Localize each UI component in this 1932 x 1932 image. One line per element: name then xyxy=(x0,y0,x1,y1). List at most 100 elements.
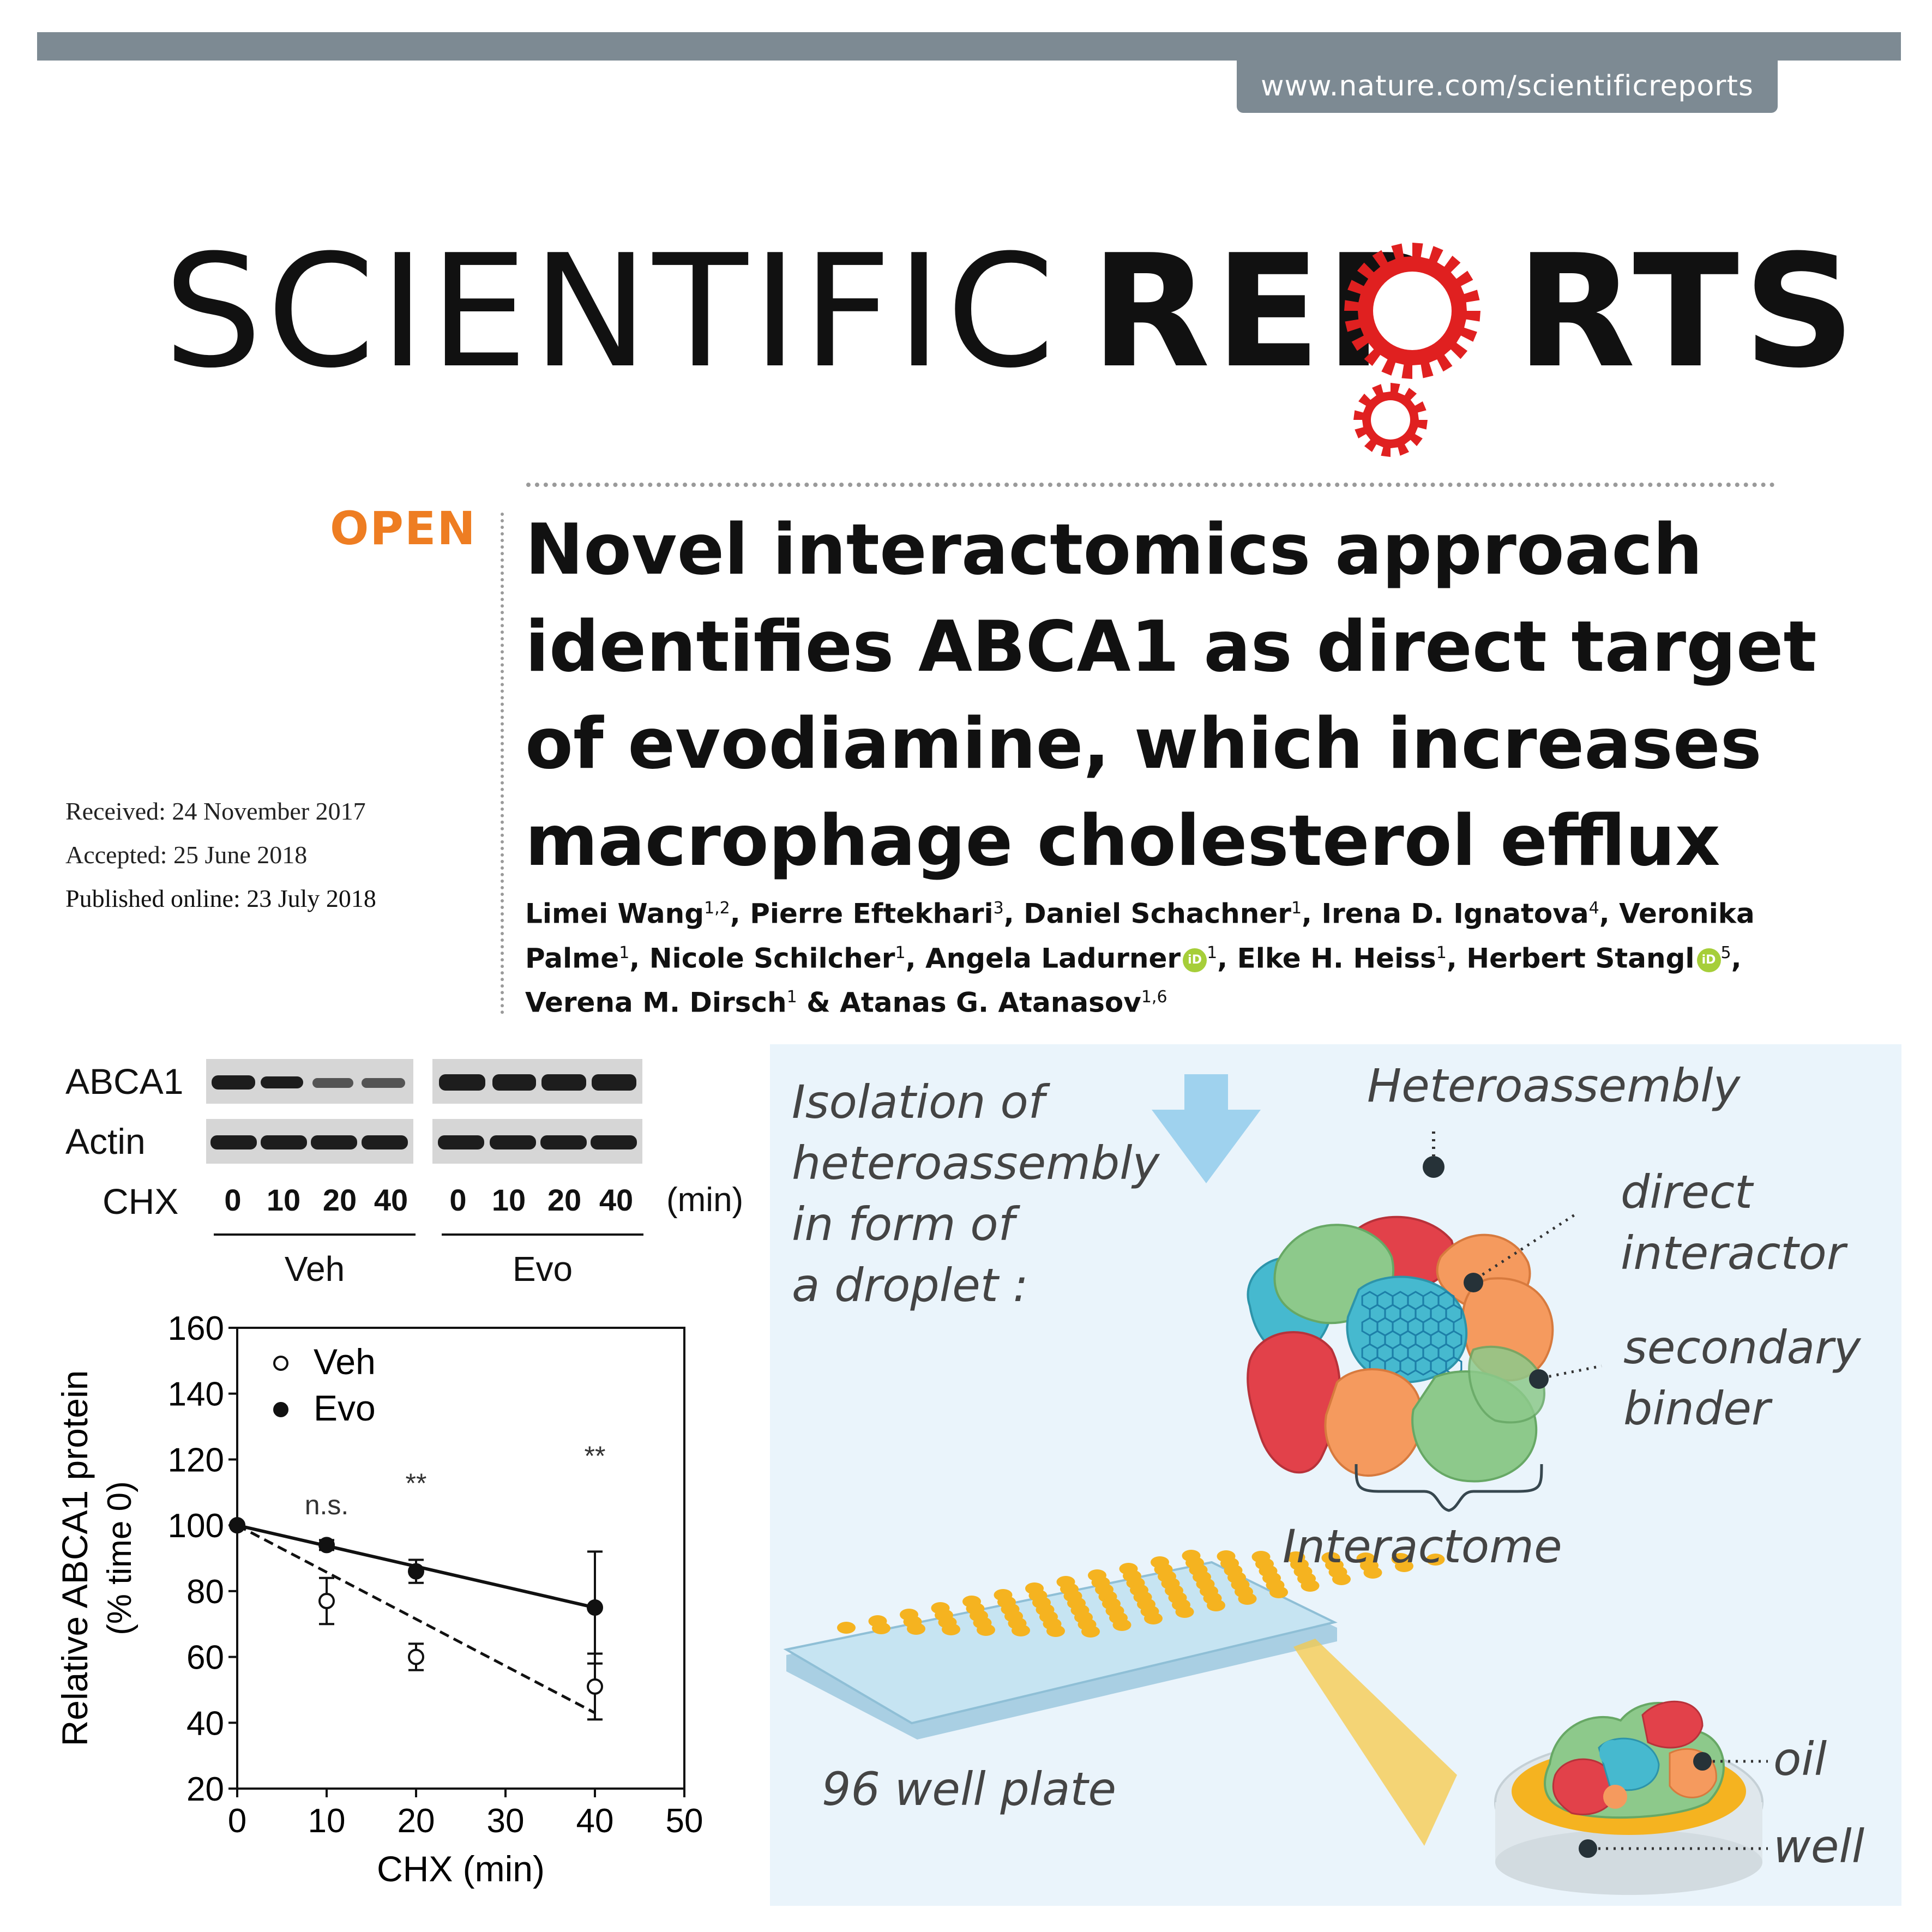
article-title: Novel interactomics approach identifies … xyxy=(525,502,1834,890)
caption-line: Isolation of xyxy=(792,1075,1045,1129)
title-line: identifies ABCA1 as direct target xyxy=(525,606,1817,688)
well-dot xyxy=(1301,1580,1320,1592)
label-line: binder xyxy=(1623,1382,1771,1435)
label-line: interactor xyxy=(1621,1226,1846,1280)
significance-label: ** xyxy=(406,1468,427,1498)
lane-label: 0 xyxy=(449,1183,467,1217)
data-point-evo xyxy=(318,1537,335,1554)
down-arrow-icon xyxy=(1152,1074,1261,1183)
well-dot xyxy=(1395,1560,1413,1572)
data-point-evo xyxy=(229,1517,245,1534)
affiliation-marker: 1 xyxy=(895,943,906,962)
well-dot xyxy=(907,1623,925,1635)
title-line: macrophage cholesterol efflux xyxy=(525,801,1720,882)
x-tick-label: 50 xyxy=(666,1802,703,1840)
data-point-veh xyxy=(318,1592,335,1609)
affiliation-marker: 1 xyxy=(1436,943,1447,962)
blot-label-chx: CHX xyxy=(103,1181,179,1221)
well-dot xyxy=(1238,1593,1257,1605)
y-tick-label: 80 xyxy=(186,1573,224,1611)
isolation-caption: Isolation of heteroassembly in form of a… xyxy=(792,1072,1159,1316)
blot-abca1-veh xyxy=(206,1059,413,1104)
author-name[interactable]: Irena D. Ignatova xyxy=(1321,898,1589,930)
legend-label: Veh xyxy=(314,1341,376,1382)
data-point-evo xyxy=(408,1563,424,1580)
y-tick-label: 120 xyxy=(168,1441,224,1479)
well-label: well xyxy=(1773,1820,1865,1873)
y-tick-label: 160 xyxy=(168,1310,224,1347)
affiliation-marker: 1 xyxy=(1207,943,1218,962)
orcid-icon[interactable]: iD xyxy=(1183,948,1207,972)
affiliation-marker: 4 xyxy=(1588,899,1599,918)
author-name[interactable]: Nicole Schilcher xyxy=(649,942,895,974)
author-name[interactable]: Verena M. Dirsch xyxy=(525,986,787,1019)
blot-actin-evo xyxy=(432,1119,642,1164)
significance-label: n.s. xyxy=(305,1490,349,1520)
blot-label-actin: Actin xyxy=(65,1121,146,1161)
data-point-evo xyxy=(587,1599,603,1616)
interactomics-infographic: Isolation of heteroassembly in form of a… xyxy=(770,1044,1901,1906)
author-name[interactable]: Herbert Stangl xyxy=(1466,942,1695,974)
affiliation-marker: 1 xyxy=(786,988,797,1007)
article-dates: Received: 24 November 2017 Accepted: 25 … xyxy=(65,790,376,920)
plate-label: 96 well plate xyxy=(822,1762,1117,1816)
received-date: Received: 24 November 2017 xyxy=(65,797,366,825)
author-name[interactable]: Angela Ladurner xyxy=(925,942,1181,974)
divider xyxy=(501,513,504,1014)
lane-label: 40 xyxy=(599,1183,634,1217)
label-line: direct xyxy=(1621,1165,1753,1219)
significance-label: ** xyxy=(585,1441,606,1471)
oil-label: oil xyxy=(1773,1732,1827,1786)
author-name[interactable]: Pierre Eftekhari xyxy=(750,898,994,930)
caption-line: a droplet : xyxy=(792,1259,1028,1312)
author-list: Limei Wang1,2, Pierre Eftekhari3, Daniel… xyxy=(525,898,1755,1019)
well-dot xyxy=(1046,1625,1065,1637)
author-name[interactable]: Veronika Palme xyxy=(525,898,1755,974)
header-bar xyxy=(37,32,1901,61)
blot-actin-veh xyxy=(206,1119,413,1164)
group-line xyxy=(214,1233,416,1236)
blot-abca1-evo xyxy=(432,1059,642,1104)
open-access-label: OPEN xyxy=(330,502,477,555)
label-line: secondary xyxy=(1623,1321,1861,1374)
y-tick-label: 100 xyxy=(168,1507,224,1545)
author-name[interactable]: Limei Wang xyxy=(525,898,705,930)
published-date: Published online: 23 July 2018 xyxy=(65,884,376,912)
author-name[interactable]: Elke H. Heiss xyxy=(1237,942,1436,974)
well-dot xyxy=(1012,1624,1030,1636)
affiliation-marker: 1 xyxy=(1291,899,1302,918)
heteroassembly-label: Heteroassembly xyxy=(1367,1059,1741,1112)
legend-marker xyxy=(273,1402,288,1417)
direct-interactor-label: direct interactor xyxy=(1621,1161,1845,1284)
title-line: Novel interactomics approach xyxy=(525,509,1703,591)
x-tick-label: 20 xyxy=(398,1802,435,1840)
well-dot xyxy=(1081,1626,1100,1638)
author-name[interactable]: Atanas G. Atanasov xyxy=(840,986,1141,1019)
well-dot xyxy=(1112,1619,1131,1631)
well-dot xyxy=(837,1622,856,1634)
affiliation-marker: 1 xyxy=(619,943,630,962)
y-tick-label: 40 xyxy=(186,1705,224,1742)
title-line: of evodiamine, which increases xyxy=(525,703,1762,785)
x-tick-label: 0 xyxy=(228,1802,246,1840)
orcid-icon[interactable]: iD xyxy=(1696,948,1721,972)
y-axis-label: Relative ABCA1 protein xyxy=(55,1370,95,1747)
author-name[interactable]: Daniel Schachner xyxy=(1024,898,1291,930)
url-tab xyxy=(1237,61,1778,113)
divider xyxy=(526,483,1775,487)
lane-label: 40 xyxy=(374,1183,408,1217)
affiliation-marker: 5 xyxy=(1720,943,1731,962)
y-tick-label: 60 xyxy=(186,1639,224,1677)
droplet-well xyxy=(1494,1700,1764,1895)
journal-url[interactable]: www.nature.com/scientificreports xyxy=(1260,70,1754,103)
affiliation-marker: 1,6 xyxy=(1141,988,1167,1007)
well-dot xyxy=(1207,1599,1225,1611)
fit-line-veh xyxy=(236,1524,596,1714)
lane-label: 20 xyxy=(322,1183,357,1217)
blot-unit: (min) xyxy=(666,1181,744,1219)
plot-frame xyxy=(236,1327,685,1790)
interactome-label: Interactome xyxy=(1283,1520,1562,1573)
data-point-veh xyxy=(587,1678,603,1695)
legend-label: Evo xyxy=(314,1388,376,1428)
infographic-drawing xyxy=(783,1074,1768,1895)
